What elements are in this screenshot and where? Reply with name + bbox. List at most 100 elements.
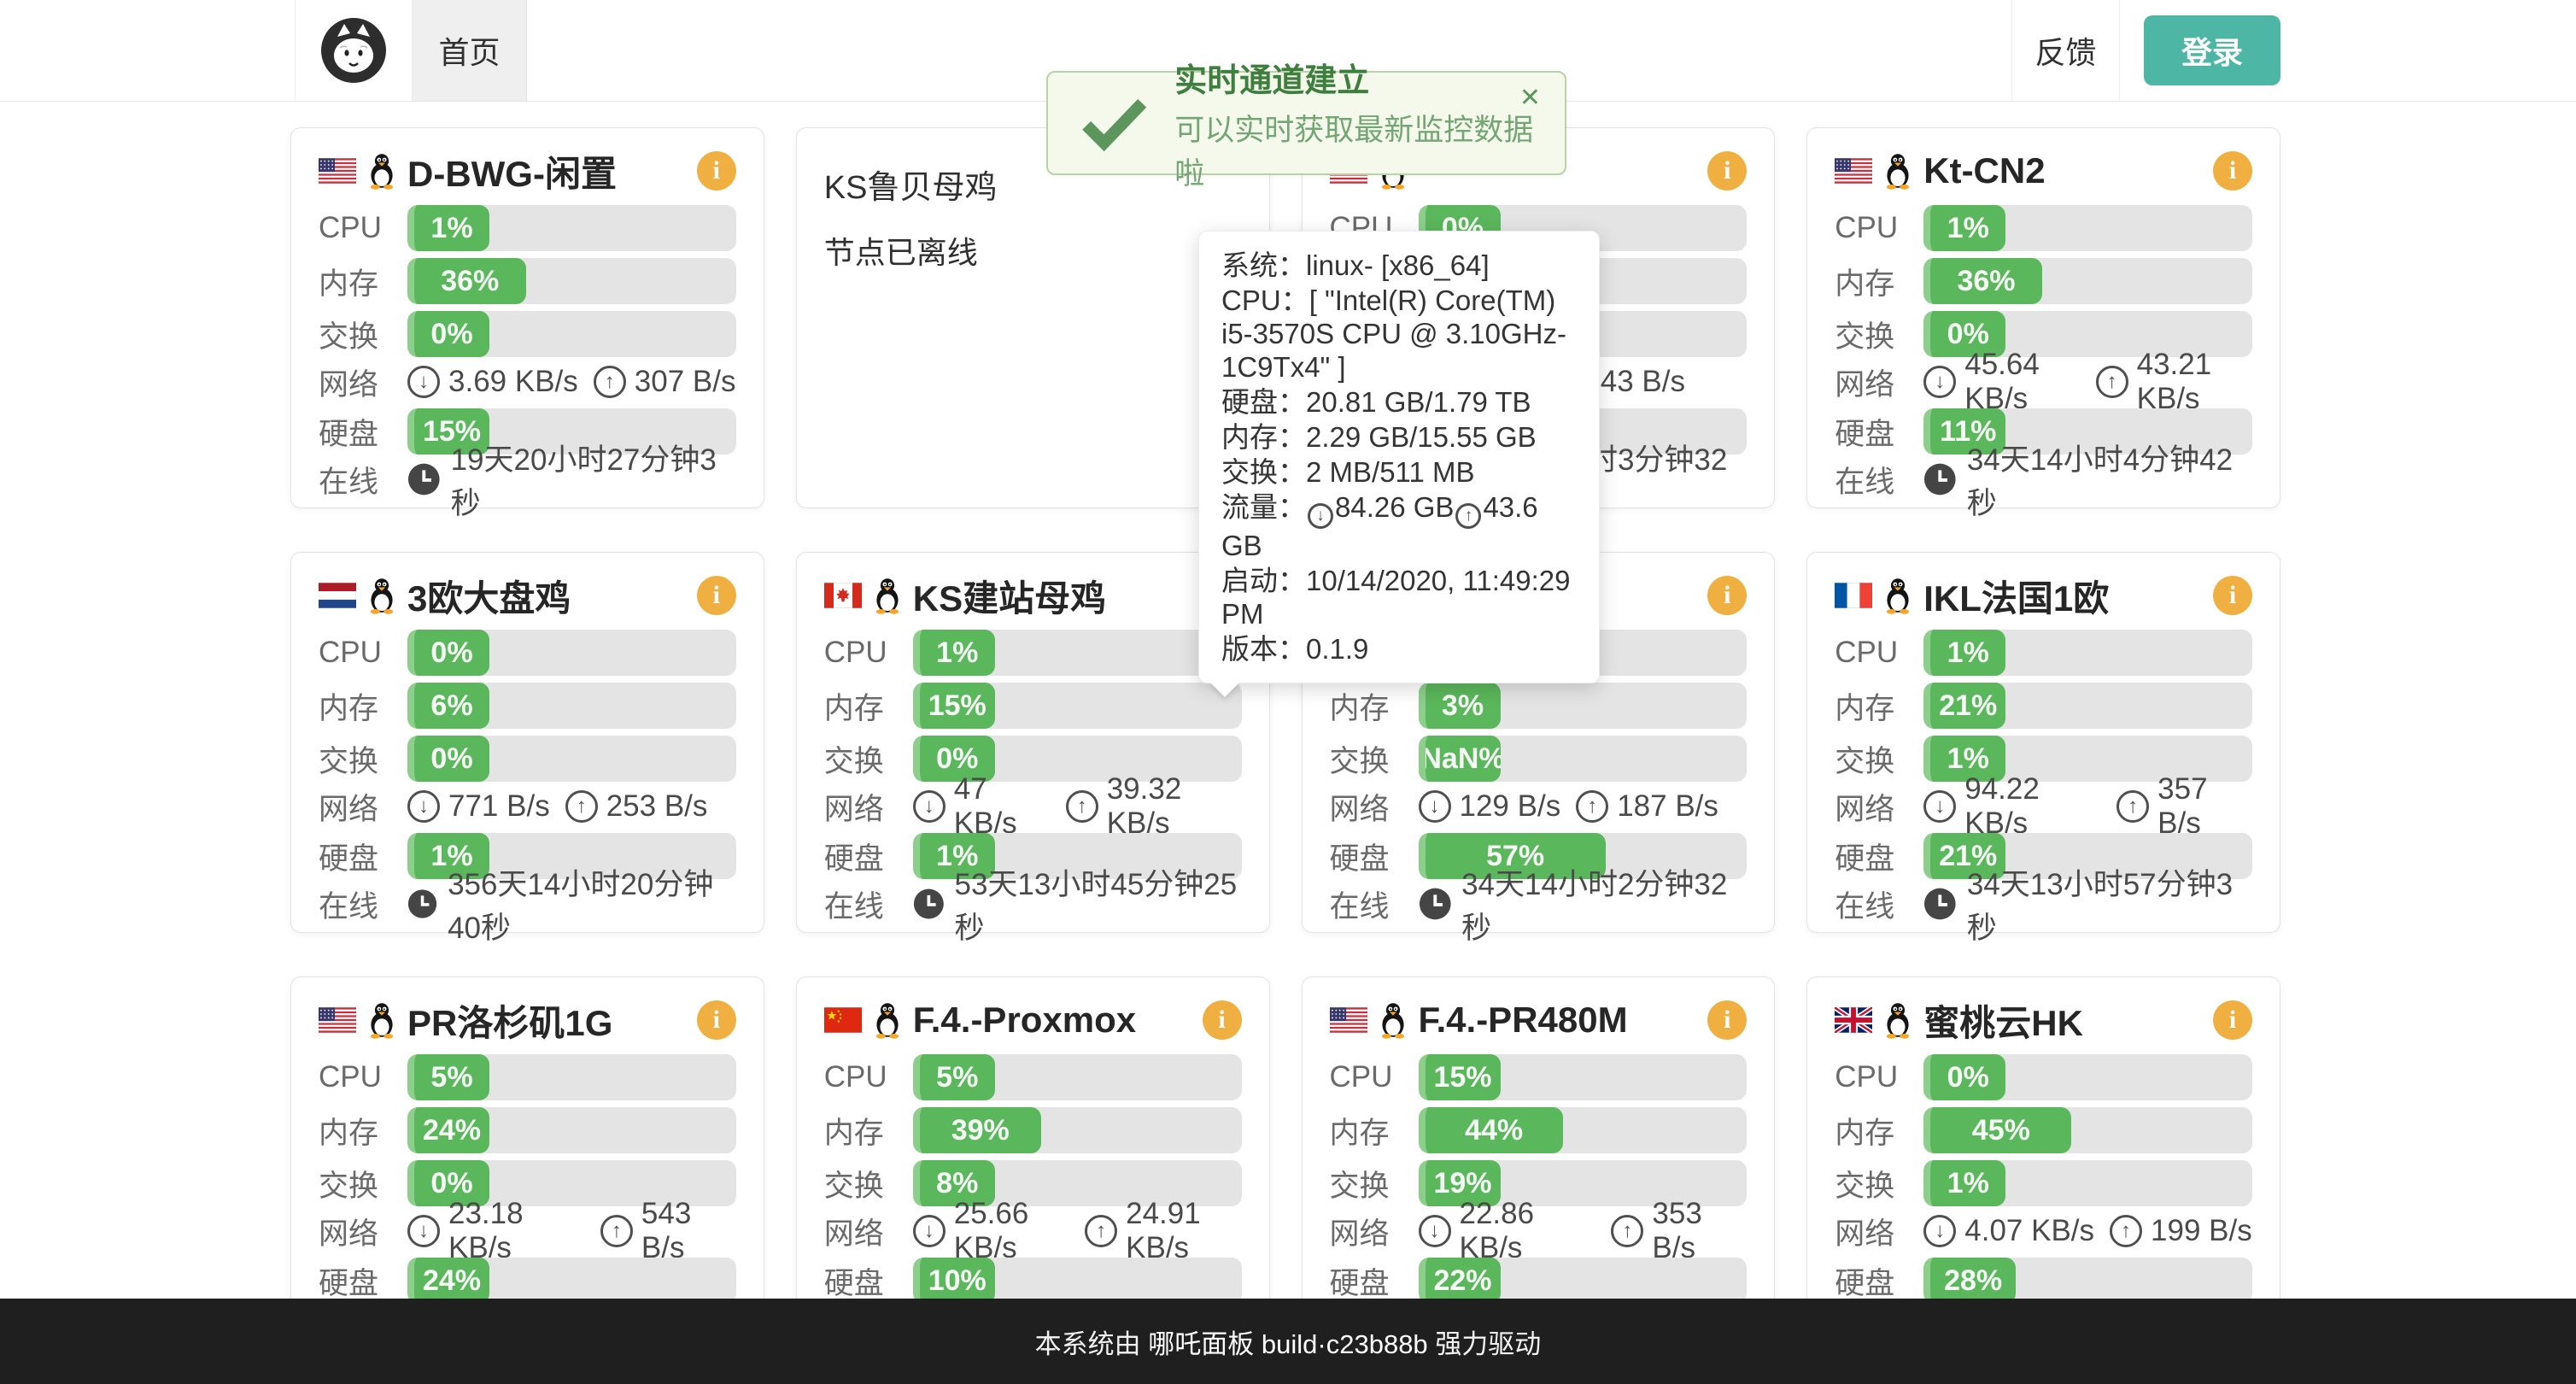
net-down-value: 4.07 KB/s xyxy=(1964,1214,2095,1247)
footer-link[interactable]: 哪吒面板 build·c23b88b xyxy=(1148,1328,1428,1359)
progress-fill: 0% xyxy=(407,311,489,357)
net-down-value: 47 KB/s xyxy=(953,772,1017,840)
info-icon[interactable]: i xyxy=(1202,1000,1242,1040)
server-card: PR洛杉矶1G i CPU 5% 内存 24% 交换 0% 网络 ↓ 23.18 KB/s ↑ 543 … xyxy=(290,976,764,1358)
online-row: 在线 356天14小时20分钟40秒 xyxy=(319,868,736,945)
mem-row: 内存 3% xyxy=(1330,683,1748,729)
mem-row: 内存 24% xyxy=(319,1107,736,1153)
card-header: 3欧大盘鸡 i xyxy=(319,573,736,619)
server-card: 3欧大盘鸡 i CPU 0% 内存 6% 交换 0% 网络 ↓ 771 B/s ↑ 253 B/s 硬盘 1… xyxy=(290,552,764,945)
swap-row: 交换 0% xyxy=(1835,311,2252,357)
info-icon[interactable]: i xyxy=(696,151,736,191)
info-icon[interactable]: i xyxy=(1707,1000,1748,1040)
cpu-progress-bar: 1% xyxy=(1923,205,2252,251)
server-card: Kt-CN2 i CPU 1% 内存 36% 交换 0% 网络 ↓ 45.64 KB/s ↑ 43.21… xyxy=(1806,127,2280,520)
download-icon: ↓ xyxy=(1923,366,1957,398)
toast-message: 可以实时获取最新监控数据啦 xyxy=(1174,113,1534,191)
linux-tux-icon xyxy=(370,578,394,614)
uptime-value: 34天14小时4分钟42秒 xyxy=(1966,443,2234,520)
progress-fill: 45% xyxy=(1923,1107,2072,1153)
linux-tux-icon xyxy=(370,1003,394,1039)
card-header: F.4.-Proxmox i xyxy=(823,998,1242,1042)
uptime-value: 34天14小时2分钟32秒 xyxy=(1461,868,1728,945)
linux-tux-icon xyxy=(1887,1003,1910,1039)
disk-row: 硬盘 1% xyxy=(824,833,1242,879)
metric-label: CPU xyxy=(1835,1060,1899,1094)
login-button[interactable]: 登录 xyxy=(2144,15,2280,85)
mem-row: 内存 45% xyxy=(1835,1107,2252,1153)
metric-label: 硬盘 xyxy=(319,1266,379,1300)
card-header: PR洛杉矶1G i xyxy=(319,998,736,1043)
card-header: KS建站母鸡i xyxy=(823,573,1242,619)
nav-link-feedback[interactable]: 反馈 xyxy=(2011,0,2120,101)
metric-label: 在线 xyxy=(823,889,884,924)
swap-progress-bar: 8% xyxy=(912,1160,1242,1206)
metric-label: 硬盘 xyxy=(319,842,379,876)
net-down-value: 3.69 KB/s xyxy=(448,365,578,398)
progress-fill: 36% xyxy=(1923,258,2042,304)
progress-fill: 0% xyxy=(407,736,489,782)
swap-progress-bar: 0% xyxy=(407,736,736,782)
linux-tux-icon xyxy=(875,1003,899,1039)
uptime-value: 356天14小时20分钟40秒 xyxy=(448,868,714,945)
nav-tab-home[interactable]: 首页 xyxy=(413,0,527,101)
progress-fill: 6% xyxy=(407,683,489,729)
progress-fill: 24% xyxy=(407,1258,489,1304)
clock-icon xyxy=(1924,888,1956,920)
metric-label: CPU xyxy=(1329,1060,1393,1094)
net-down-value: 25.66 KB/s xyxy=(953,1197,1029,1264)
disk-row: 硬盘 24% xyxy=(319,1258,736,1304)
swap-row: 交换 1% xyxy=(1835,736,2252,782)
net-row: 网络 ↓ 94.22 KB/s ↑ 357 B/s xyxy=(1835,772,2252,840)
info-icon[interactable]: i xyxy=(1707,151,1748,191)
flag-us-icon xyxy=(1835,158,1873,184)
net-down-value: 45.64 KB/s xyxy=(1964,348,2040,415)
clock-icon xyxy=(1924,463,1956,496)
disk-progress-bar: 10% xyxy=(912,1258,1242,1304)
site-logo-avatar[interactable] xyxy=(295,0,413,101)
net-row: 网络 ↓ 3.69 KB/s ↑ 307 B/s xyxy=(319,362,736,402)
uptime-value: 19天20小时27分钟3秒 xyxy=(450,443,717,520)
cpu-progress-bar: 1% xyxy=(407,205,736,251)
swap-row: 交换 0% xyxy=(319,1160,736,1206)
footer: 本系统由 哪吒面板 build·c23b88b 强力驱动 xyxy=(0,1299,2576,1384)
upload-icon: ↑ xyxy=(1065,790,1098,823)
linux-tux-icon xyxy=(1887,578,1910,614)
linux-tux-icon xyxy=(875,578,899,614)
tooltip-row-traffic: 流量： ↓ 84.26 GB ↑ 43.6 GB xyxy=(1221,491,1538,561)
card-header: 蜜桃云HK i xyxy=(1835,998,2252,1043)
swap-row: 交换 0% xyxy=(319,736,736,782)
swap-row: 交换 0% xyxy=(824,736,1242,782)
disk-progress-bar: 28% xyxy=(1923,1258,2252,1304)
close-icon[interactable]: ✕ xyxy=(1519,84,1541,112)
info-icon[interactable]: i xyxy=(2213,151,2252,191)
info-icon[interactable]: i xyxy=(696,1000,736,1040)
progress-fill: 1% xyxy=(1923,630,2006,676)
mem-progress-bar: 24% xyxy=(407,1107,736,1153)
info-icon[interactable]: i xyxy=(1707,576,1748,615)
swap-progress-bar: 1% xyxy=(1923,736,2252,782)
disk-progress-bar: 21% xyxy=(1923,833,2252,879)
metric-label: 在线 xyxy=(319,889,379,924)
info-icon[interactable]: i xyxy=(696,576,736,615)
tooltip-row-mem: 内存：2.29 GB/15.55 GB xyxy=(1221,421,1537,453)
server-card: F.4.-PR480M i CPU 15% 内存 44% 交换 19% 网络 ↓ 22.86 KB/… xyxy=(1301,976,1776,1358)
metric-label: CPU xyxy=(319,211,382,244)
metric-label: 硬盘 xyxy=(1329,1266,1390,1300)
mem-row: 内存 15% xyxy=(824,683,1242,729)
clock-icon xyxy=(913,888,944,919)
cpu-row: CPU 5% xyxy=(824,1054,1242,1100)
download-icon: ↓ xyxy=(407,366,440,398)
upload-icon: ↑ xyxy=(1576,790,1609,823)
mem-row: 内存 44% xyxy=(1330,1107,1748,1153)
server-card: KS建站母鸡i CPU 1% 内存 15% 交换 0% 网络 ↓47 KB/s ↑39.32 KB… xyxy=(795,552,1270,945)
info-icon[interactable]: i xyxy=(2213,576,2252,615)
metric-label: 网络 xyxy=(1835,1217,1895,1251)
mem-row: 内存 36% xyxy=(319,258,736,304)
info-icon[interactable]: i xyxy=(2213,1000,2252,1040)
uptime-value: 34天13小时57分钟3秒 xyxy=(1966,868,2234,945)
progress-fill: 1% xyxy=(912,630,995,676)
swap-progress-bar: NaN% xyxy=(1418,736,1748,782)
card-header: Kt-CN2 i xyxy=(1835,149,2252,193)
metric-label: 交换 xyxy=(1835,744,1895,778)
